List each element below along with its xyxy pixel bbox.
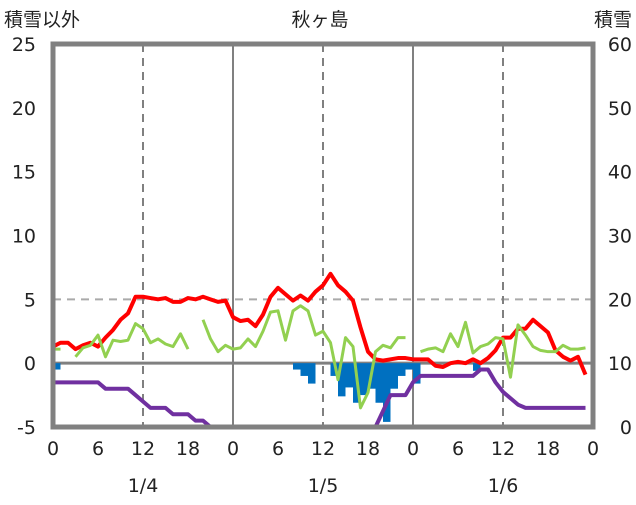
x-tick-label: 12 — [491, 438, 515, 460]
plot-frame — [50, 41, 596, 430]
snowfall-bar — [338, 363, 346, 397]
x-tick-label: 6 — [272, 438, 284, 460]
x-tick-label: 0 — [587, 438, 599, 460]
right-tick-label: 20 — [608, 289, 632, 311]
right-tick-label: 40 — [608, 162, 632, 184]
snow-depth — [53, 367, 586, 429]
snowfall-bar — [345, 363, 353, 388]
left-tick-label: 10 — [12, 226, 36, 248]
x-tick-label: 12 — [311, 438, 335, 460]
snowfall-bar — [308, 363, 316, 384]
left-tick-label: 0 — [24, 353, 36, 375]
left-tick-label: -5 — [17, 417, 36, 439]
left-tick-label: 20 — [12, 98, 36, 120]
snowfall-bar — [53, 363, 61, 370]
date-label: 1/4 — [128, 475, 159, 497]
x-tick-label: 6 — [92, 438, 104, 460]
gridlines — [53, 44, 593, 427]
snowfall-bar — [413, 363, 421, 384]
right-tick-label: 0 — [620, 417, 632, 439]
snowfall-bar — [330, 363, 338, 376]
snowfall-bar — [293, 363, 301, 370]
left-tick-label: 5 — [24, 289, 36, 311]
x-tick-label: 18 — [176, 438, 200, 460]
green-line — [201, 304, 406, 410]
x-tick-label: 6 — [452, 438, 464, 460]
green-line — [74, 322, 190, 359]
green-line — [420, 320, 586, 379]
snowfall-bar — [405, 363, 413, 370]
right-axis-label: 積雪 — [594, 9, 632, 31]
chart-title: 秋ヶ島 — [291, 9, 348, 31]
x-tick-label: 0 — [47, 438, 59, 460]
x-tick-label: 18 — [536, 438, 560, 460]
snowfall-bar — [398, 363, 406, 376]
date-label: 1/5 — [308, 475, 339, 497]
right-tick-label: 50 — [608, 98, 632, 120]
series-lines — [52, 271, 588, 429]
snowfall-bar — [383, 363, 391, 422]
red-line — [52, 271, 588, 376]
snowfall-bar — [300, 363, 308, 376]
snowfall-bar — [390, 363, 398, 389]
x-tick-label: 0 — [227, 438, 239, 460]
right-tick-label: 10 — [608, 353, 632, 375]
date-label: 1/6 — [488, 475, 519, 497]
x-tick-label: 18 — [356, 438, 380, 460]
x-tick-label: 12 — [131, 438, 155, 460]
snowfall-bar — [360, 363, 368, 396]
snowfall-bars — [53, 363, 481, 422]
right-tick-label: 60 — [608, 34, 632, 56]
right-tick-label: 30 — [608, 226, 632, 248]
x-tick-label: 0 — [407, 438, 419, 460]
left-tick-label: 25 — [12, 34, 36, 56]
left-axis-label: 積雪以外 — [4, 9, 80, 31]
left-tick-label: 15 — [12, 162, 36, 184]
snowfall-bar — [473, 363, 481, 371]
snowfall-bar — [375, 363, 383, 403]
